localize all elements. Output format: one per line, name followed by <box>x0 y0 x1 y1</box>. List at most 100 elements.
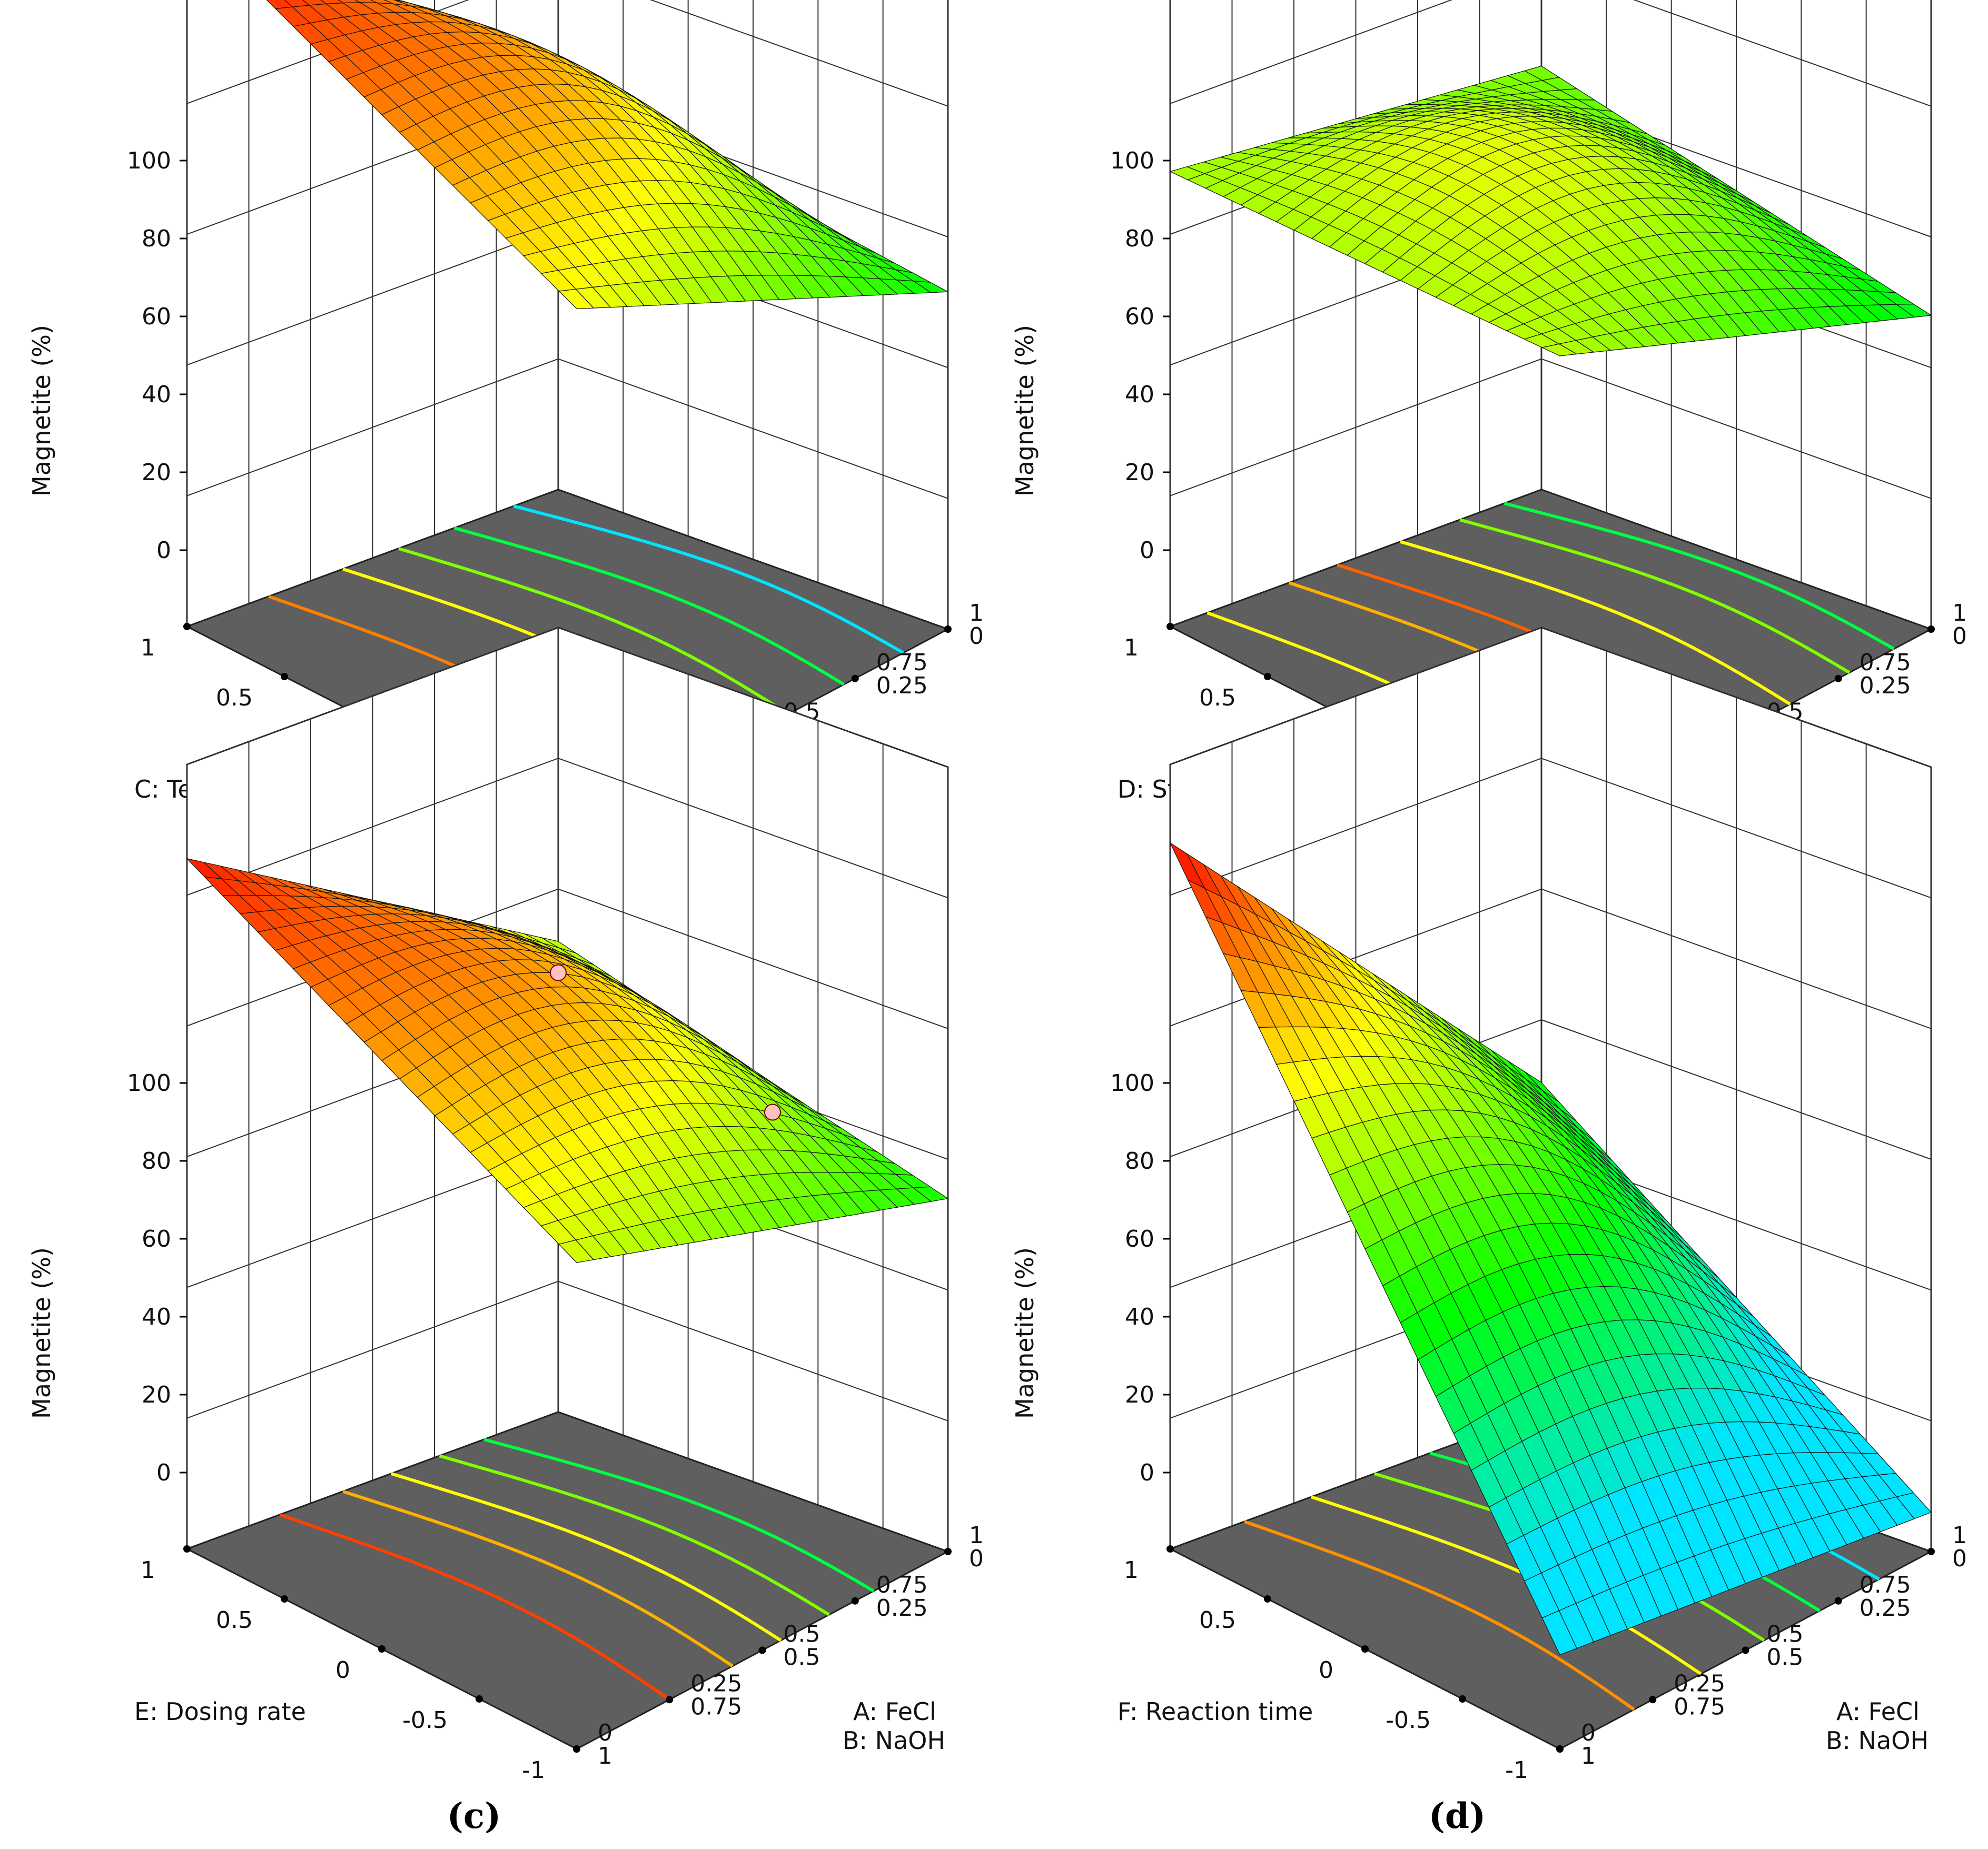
contour-line-4 <box>453 526 845 686</box>
x-tick <box>1649 1696 1657 1704</box>
z-tick-label: 100 <box>1110 147 1154 174</box>
z-tick-label: 0 <box>1140 1459 1154 1486</box>
response-surface <box>186 858 949 1263</box>
y-tick <box>476 1695 483 1703</box>
y-tick <box>378 1645 385 1653</box>
response-surface <box>266 0 950 310</box>
y-tick <box>281 673 288 680</box>
z-tick-label: 40 <box>142 1304 171 1330</box>
wall-gridline <box>186 1280 948 1421</box>
y-axis-title: F: Reaction time <box>1117 1697 1313 1726</box>
x-tick-label-a: 0.75 <box>876 1572 928 1598</box>
y-axis-title: E: Dosing rate <box>134 1697 306 1726</box>
x-tick <box>944 1548 952 1555</box>
contour-line-3 <box>398 546 789 715</box>
y-tick-label: -1 <box>522 1757 545 1784</box>
wall-gridline <box>186 0 948 107</box>
y-tick <box>183 623 191 630</box>
response-surface <box>1169 842 1932 1655</box>
z-tick-label: 60 <box>1125 1226 1154 1252</box>
x-tick-label-a: 1 <box>969 600 984 627</box>
x-tick-label-b: 0.25 <box>1860 672 1911 699</box>
contour-line-5 <box>483 1438 875 1593</box>
x-axis-title-b: B: NaOH <box>1826 1726 1928 1755</box>
y-tick-label: 0 <box>335 1657 350 1684</box>
y-tick <box>1361 1645 1369 1653</box>
y-tick <box>281 1595 288 1603</box>
x-tick <box>1834 674 1842 682</box>
z-tick-label: 80 <box>142 1148 171 1175</box>
y-tick-label: -1 <box>1505 1757 1528 1784</box>
x-tick-label-a: 0.25 <box>1674 1670 1725 1697</box>
x-axis-title-a: A: FeCl <box>853 1697 936 1726</box>
z-tick-label: 40 <box>1125 1304 1154 1330</box>
y-tick-label: -0.5 <box>1386 1707 1431 1734</box>
contour-line-5 <box>513 504 904 654</box>
y-tick <box>1459 1695 1466 1703</box>
x-axis-title-a: A: FeCl <box>1836 1697 1920 1726</box>
surface-cell <box>1541 343 1578 356</box>
design-point-1 <box>550 964 567 981</box>
x-tick-label-a: 0.75 <box>876 649 928 676</box>
x-tick-label-a: 1 <box>1952 600 1967 627</box>
wall-gridline <box>1170 1019 1932 1160</box>
y-tick <box>1166 623 1174 630</box>
x-tick <box>666 1696 674 1704</box>
x-tick <box>944 625 952 633</box>
x-tick <box>851 1597 859 1605</box>
x-tick-label-b: 0.25 <box>876 1595 928 1622</box>
x-tick-label-b: 0 <box>969 623 984 650</box>
z-tick-label: 20 <box>1125 1381 1154 1408</box>
x-tick-label-a: 0 <box>1581 1719 1596 1746</box>
y-tick-label: 1 <box>1124 634 1139 661</box>
z-axis-title: Magnetite (%) <box>27 325 56 496</box>
contour-line-4 <box>439 1454 830 1616</box>
y-tick-label: 1 <box>141 1557 155 1584</box>
x-tick <box>1834 1597 1842 1605</box>
x-tick-label-b: 1 <box>1581 1743 1596 1770</box>
x-tick-label-b: 0.5 <box>784 1644 820 1671</box>
x-tick <box>851 674 859 682</box>
wall-gridline <box>1170 358 1932 499</box>
wall-gridline <box>1170 758 1932 899</box>
wall-gridline <box>186 627 948 768</box>
z-tick-label: 80 <box>142 225 171 252</box>
x-tick-label-a: 0 <box>598 1719 612 1746</box>
contour-line-5 <box>1459 518 1851 674</box>
z-tick-label: 20 <box>142 459 171 486</box>
x-axis-title-b: B: NaOH <box>843 1726 945 1755</box>
surface-cell <box>558 1239 595 1263</box>
x-tick-label-a: 0.25 <box>690 1670 742 1697</box>
y-tick <box>1264 673 1271 680</box>
z-axis-title: Magnetite (%) <box>1011 1247 1039 1419</box>
x-tick <box>1742 1646 1749 1654</box>
x-tick-label-a: 0.75 <box>1860 1572 1911 1598</box>
x-tick-label-b: 0 <box>1952 623 1967 650</box>
x-tick-label-b: 0 <box>969 1545 984 1572</box>
x-tick-label-b: 0.25 <box>876 672 928 699</box>
z-tick-label: 60 <box>1125 303 1154 330</box>
z-tick-label: 0 <box>156 537 171 564</box>
contour-line-1 <box>279 1513 670 1701</box>
z-tick-label: 100 <box>1110 1070 1154 1097</box>
z-tick-label: 80 <box>1125 1148 1154 1175</box>
y-tick-label: 0.5 <box>1199 684 1236 711</box>
x-tick <box>1556 1745 1564 1753</box>
x-tick-label-a: 1 <box>969 1522 984 1549</box>
z-tick-label: 100 <box>127 147 171 174</box>
z-tick-label: 20 <box>142 1381 171 1408</box>
x-tick <box>758 1646 766 1654</box>
wall-gridline <box>1170 0 1932 107</box>
wall-gridline <box>186 358 948 499</box>
y-tick-label: 0.5 <box>216 684 253 711</box>
response-surface <box>1169 65 1932 356</box>
x-tick-label-b: 0.25 <box>1860 1595 1911 1622</box>
x-tick-label-b: 0 <box>1952 1545 1967 1572</box>
z-axis-title: Magnetite (%) <box>27 1247 56 1419</box>
x-tick-label-b: 0.75 <box>690 1693 742 1720</box>
y-tick <box>183 1545 191 1553</box>
z-tick-label: 60 <box>142 303 171 330</box>
contour-line-6 <box>1504 502 1895 651</box>
